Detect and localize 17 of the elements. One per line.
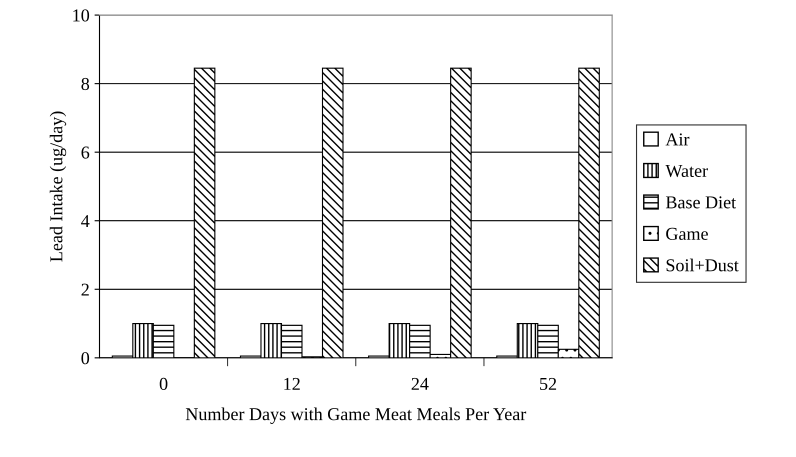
x-tick-label: 24 [412, 378, 429, 390]
legend-label: Soil+Dust [666, 258, 739, 272]
y-tick-label: 0 [81, 352, 90, 364]
x-axis-title: Number Days with Game Meat Meals Per Year [186, 408, 526, 424]
legend-label: Base Diet [666, 196, 736, 208]
x-tick-label: 52 [540, 378, 556, 390]
legend-label: Game [666, 228, 708, 240]
y-tick-label: 4 [81, 215, 90, 227]
y-tick-label: 8 [81, 78, 90, 90]
x-tick-label: 12 [284, 378, 300, 390]
y-axis-title: Lead Intake (ug/day) [50, 112, 66, 262]
legend-label: Water [665, 164, 708, 178]
y-tick-label: 10 [73, 9, 90, 22]
x-tick-label: 0 [160, 378, 168, 390]
legend-label: Air [666, 133, 690, 146]
y-tick-label: 6 [82, 146, 90, 159]
y-tick-label: 2 [82, 284, 89, 296]
